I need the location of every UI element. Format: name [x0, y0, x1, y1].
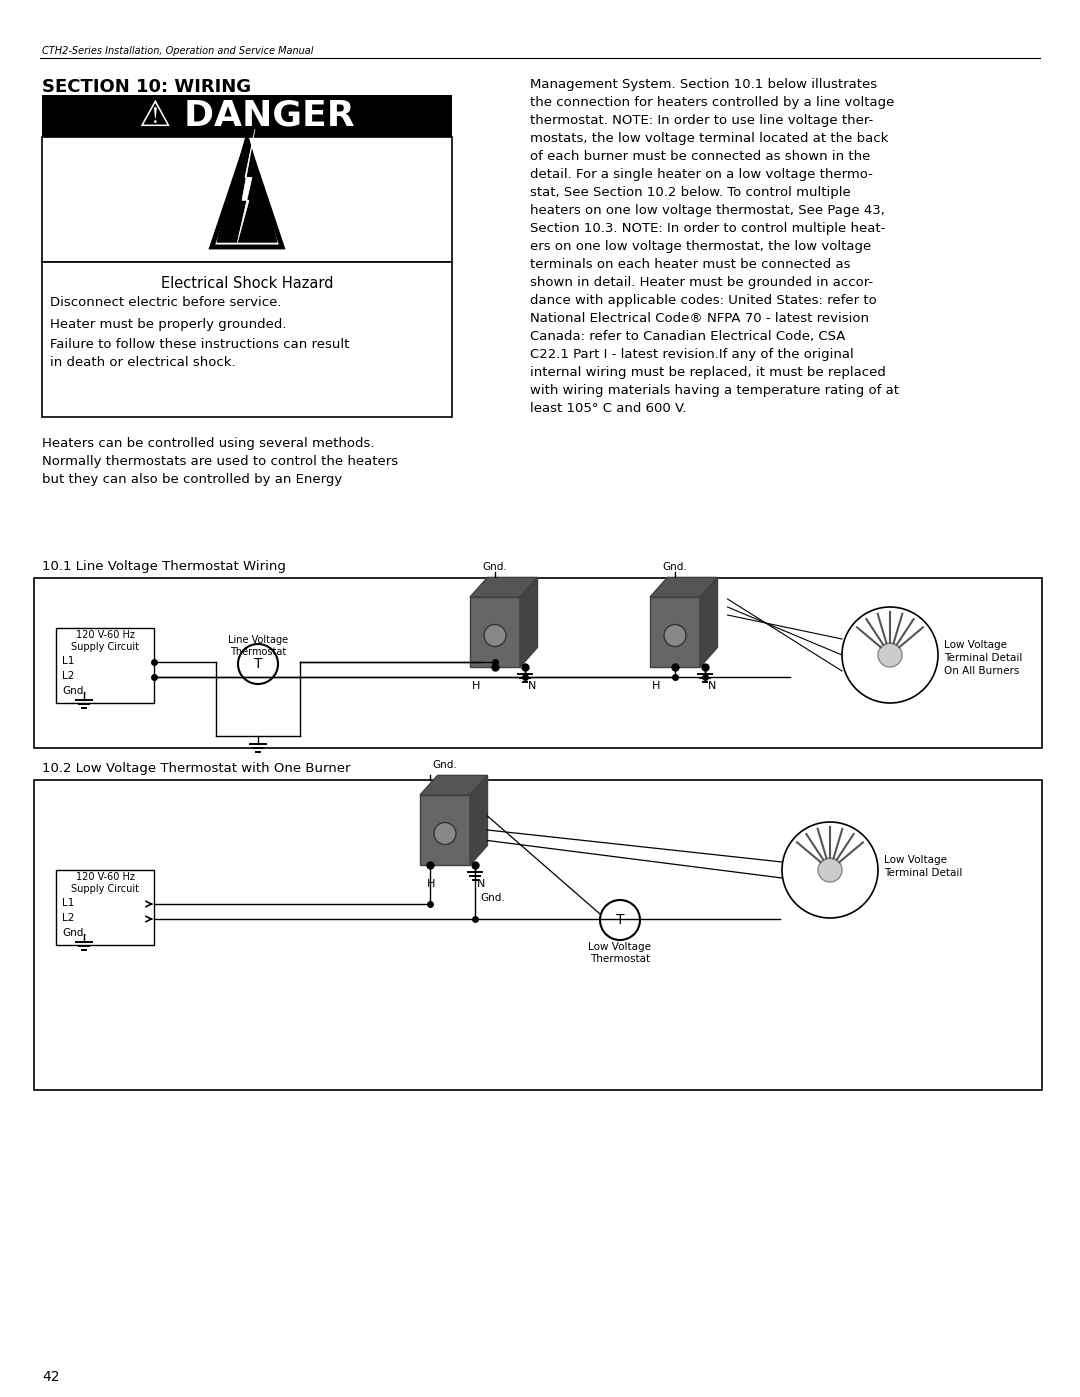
Text: 10.1 Line Voltage Thermostat Wiring: 10.1 Line Voltage Thermostat Wiring [42, 560, 286, 573]
Polygon shape [420, 775, 487, 795]
Text: Low Voltage
Terminal Detail
On All Burners: Low Voltage Terminal Detail On All Burne… [944, 640, 1023, 676]
Circle shape [842, 608, 939, 703]
Circle shape [664, 624, 686, 647]
Text: 120 V-60 Hz
Supply Circuit: 120 V-60 Hz Supply Circuit [71, 872, 139, 894]
Text: 42: 42 [42, 1370, 59, 1384]
Text: Low Voltage
Terminal Detail: Low Voltage Terminal Detail [885, 855, 962, 879]
Circle shape [600, 900, 640, 940]
Text: Gnd.: Gnd. [483, 563, 508, 573]
Text: Disconnect electric before service.: Disconnect electric before service. [50, 296, 282, 309]
Text: H: H [652, 680, 660, 692]
Text: T: T [254, 657, 262, 671]
Text: L1: L1 [62, 657, 75, 666]
Text: Failure to follow these instructions can result
in death or electrical shock.: Failure to follow these instructions can… [50, 338, 349, 369]
Polygon shape [470, 597, 519, 666]
Text: L2: L2 [62, 671, 75, 680]
FancyBboxPatch shape [42, 137, 453, 263]
Text: ⚠ DANGER: ⚠ DANGER [139, 99, 355, 133]
FancyBboxPatch shape [56, 629, 154, 703]
Text: 120 V-60 Hz
Supply Circuit: 120 V-60 Hz Supply Circuit [71, 630, 139, 652]
Text: N: N [708, 680, 716, 692]
Polygon shape [217, 133, 276, 242]
Text: Heater must be properly grounded.: Heater must be properly grounded. [50, 319, 286, 331]
FancyBboxPatch shape [42, 95, 453, 137]
Text: Low Voltage
Thermostat: Low Voltage Thermostat [589, 942, 651, 964]
Text: H: H [427, 879, 435, 888]
Circle shape [818, 858, 842, 882]
Polygon shape [650, 597, 700, 666]
Polygon shape [650, 577, 717, 597]
Text: CTH2-Series Installation, Operation and Service Manual: CTH2-Series Installation, Operation and … [42, 46, 313, 56]
Text: SECTION 10: WIRING: SECTION 10: WIRING [42, 78, 252, 96]
Text: Line Voltage
Thermostat: Line Voltage Thermostat [228, 636, 288, 658]
Text: 10.2 Low Voltage Thermostat with One Burner: 10.2 Low Voltage Thermostat with One Bur… [42, 761, 351, 775]
Polygon shape [470, 775, 487, 865]
Text: Management System. Section 10.1 below illustrates
the connection for heaters con: Management System. Section 10.1 below il… [530, 78, 899, 415]
Polygon shape [212, 142, 282, 247]
FancyBboxPatch shape [33, 578, 1042, 747]
Circle shape [782, 821, 878, 918]
FancyBboxPatch shape [56, 870, 154, 944]
Circle shape [238, 644, 278, 685]
Circle shape [878, 643, 902, 666]
Text: L1: L1 [62, 898, 75, 908]
Polygon shape [700, 577, 717, 666]
Text: N: N [477, 879, 485, 888]
Text: Gnd.: Gnd. [663, 563, 687, 573]
Text: T: T [616, 914, 624, 928]
Polygon shape [470, 577, 538, 597]
Polygon shape [519, 577, 538, 666]
Text: Gnd.: Gnd. [62, 686, 86, 696]
Polygon shape [237, 129, 255, 244]
FancyBboxPatch shape [33, 780, 1042, 1090]
Polygon shape [420, 795, 470, 865]
Text: L2: L2 [62, 914, 75, 923]
Text: Gnd.: Gnd. [433, 760, 457, 770]
Text: Heaters can be controlled using several methods.
Normally thermostats are used t: Heaters can be controlled using several … [42, 437, 399, 486]
Text: N: N [528, 680, 537, 692]
Circle shape [434, 823, 456, 845]
Text: Gnd.: Gnd. [480, 893, 504, 902]
Circle shape [484, 624, 507, 647]
Text: Electrical Shock Hazard: Electrical Shock Hazard [161, 277, 334, 291]
FancyBboxPatch shape [42, 263, 453, 416]
Text: H: H [472, 680, 481, 692]
Text: Gnd.: Gnd. [62, 928, 86, 937]
